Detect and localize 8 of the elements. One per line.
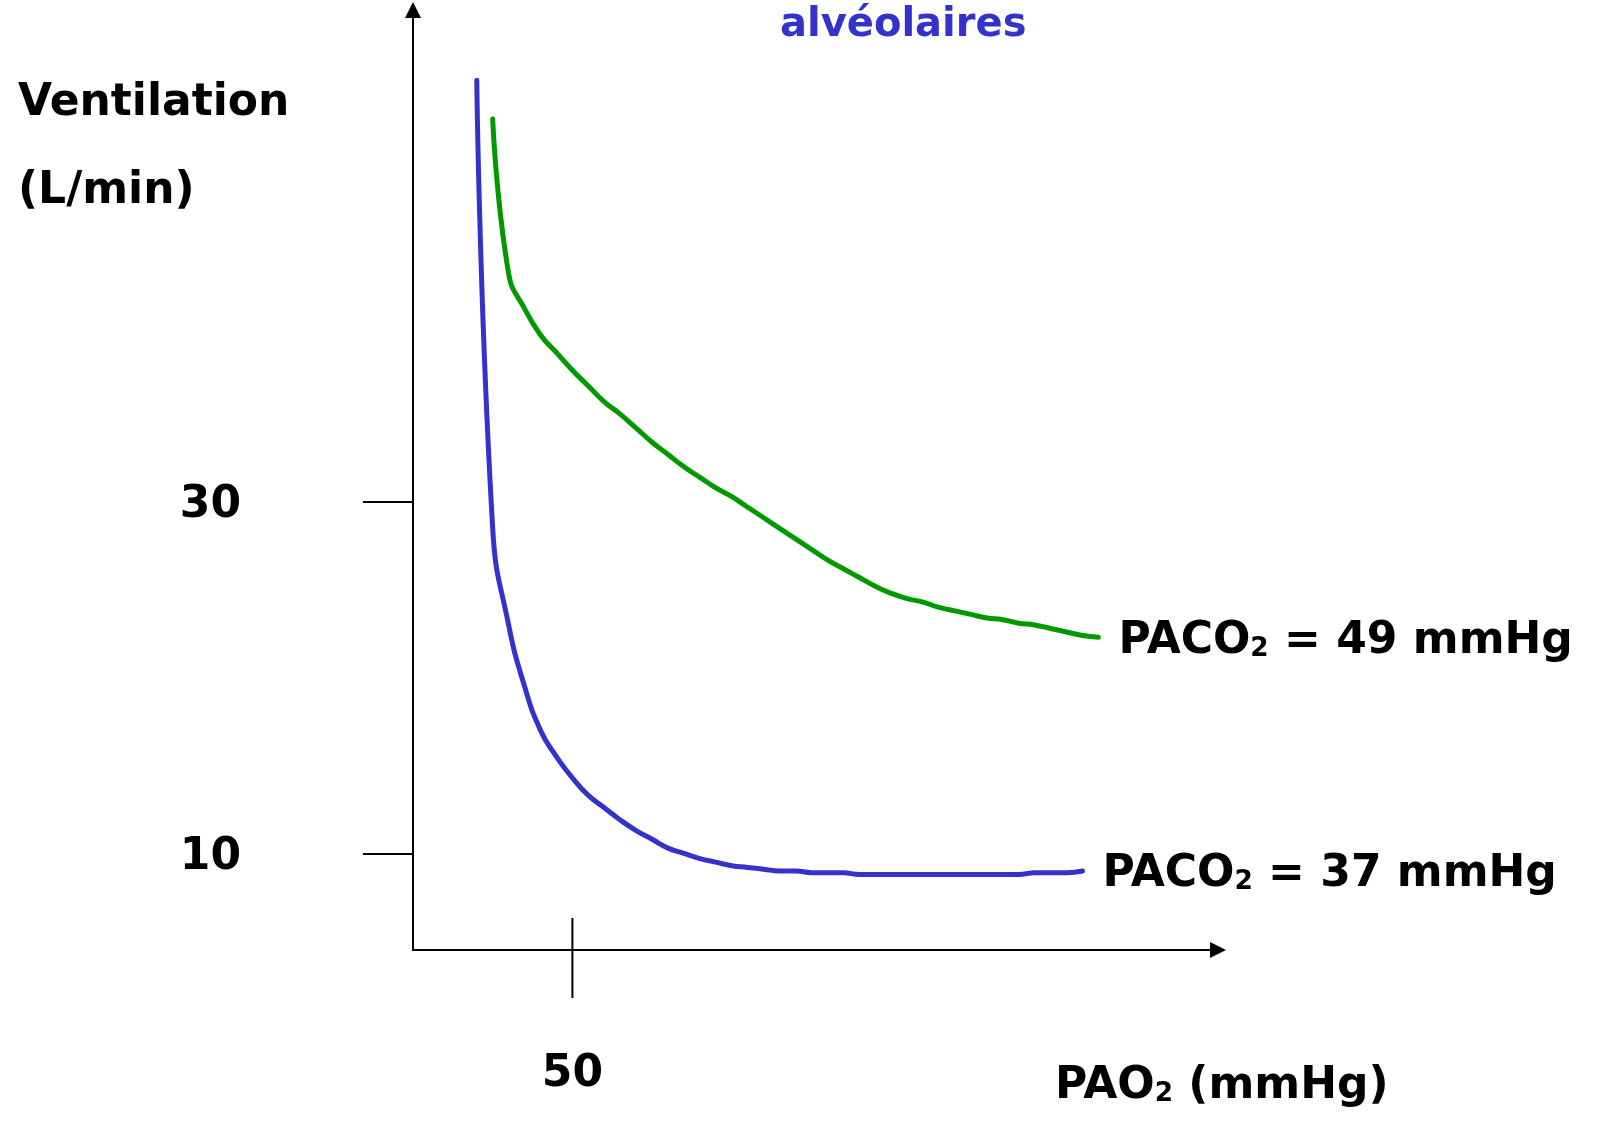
y-axis-title: Ventilation (L/min) <box>18 73 290 213</box>
y-tick-label: 30 <box>179 476 241 528</box>
text: 50 <box>541 1044 604 1096</box>
y-tick-label: 10 <box>179 827 241 879</box>
series-label: PACO2 = 37 mmHg <box>1102 845 1557 897</box>
chart-title: alvéolaires <box>780 0 1027 45</box>
series-label: PACO2 = 49 mmHg <box>1118 611 1573 663</box>
x-axis-title: PAO2 (mmHg) <box>1055 1056 1389 1108</box>
